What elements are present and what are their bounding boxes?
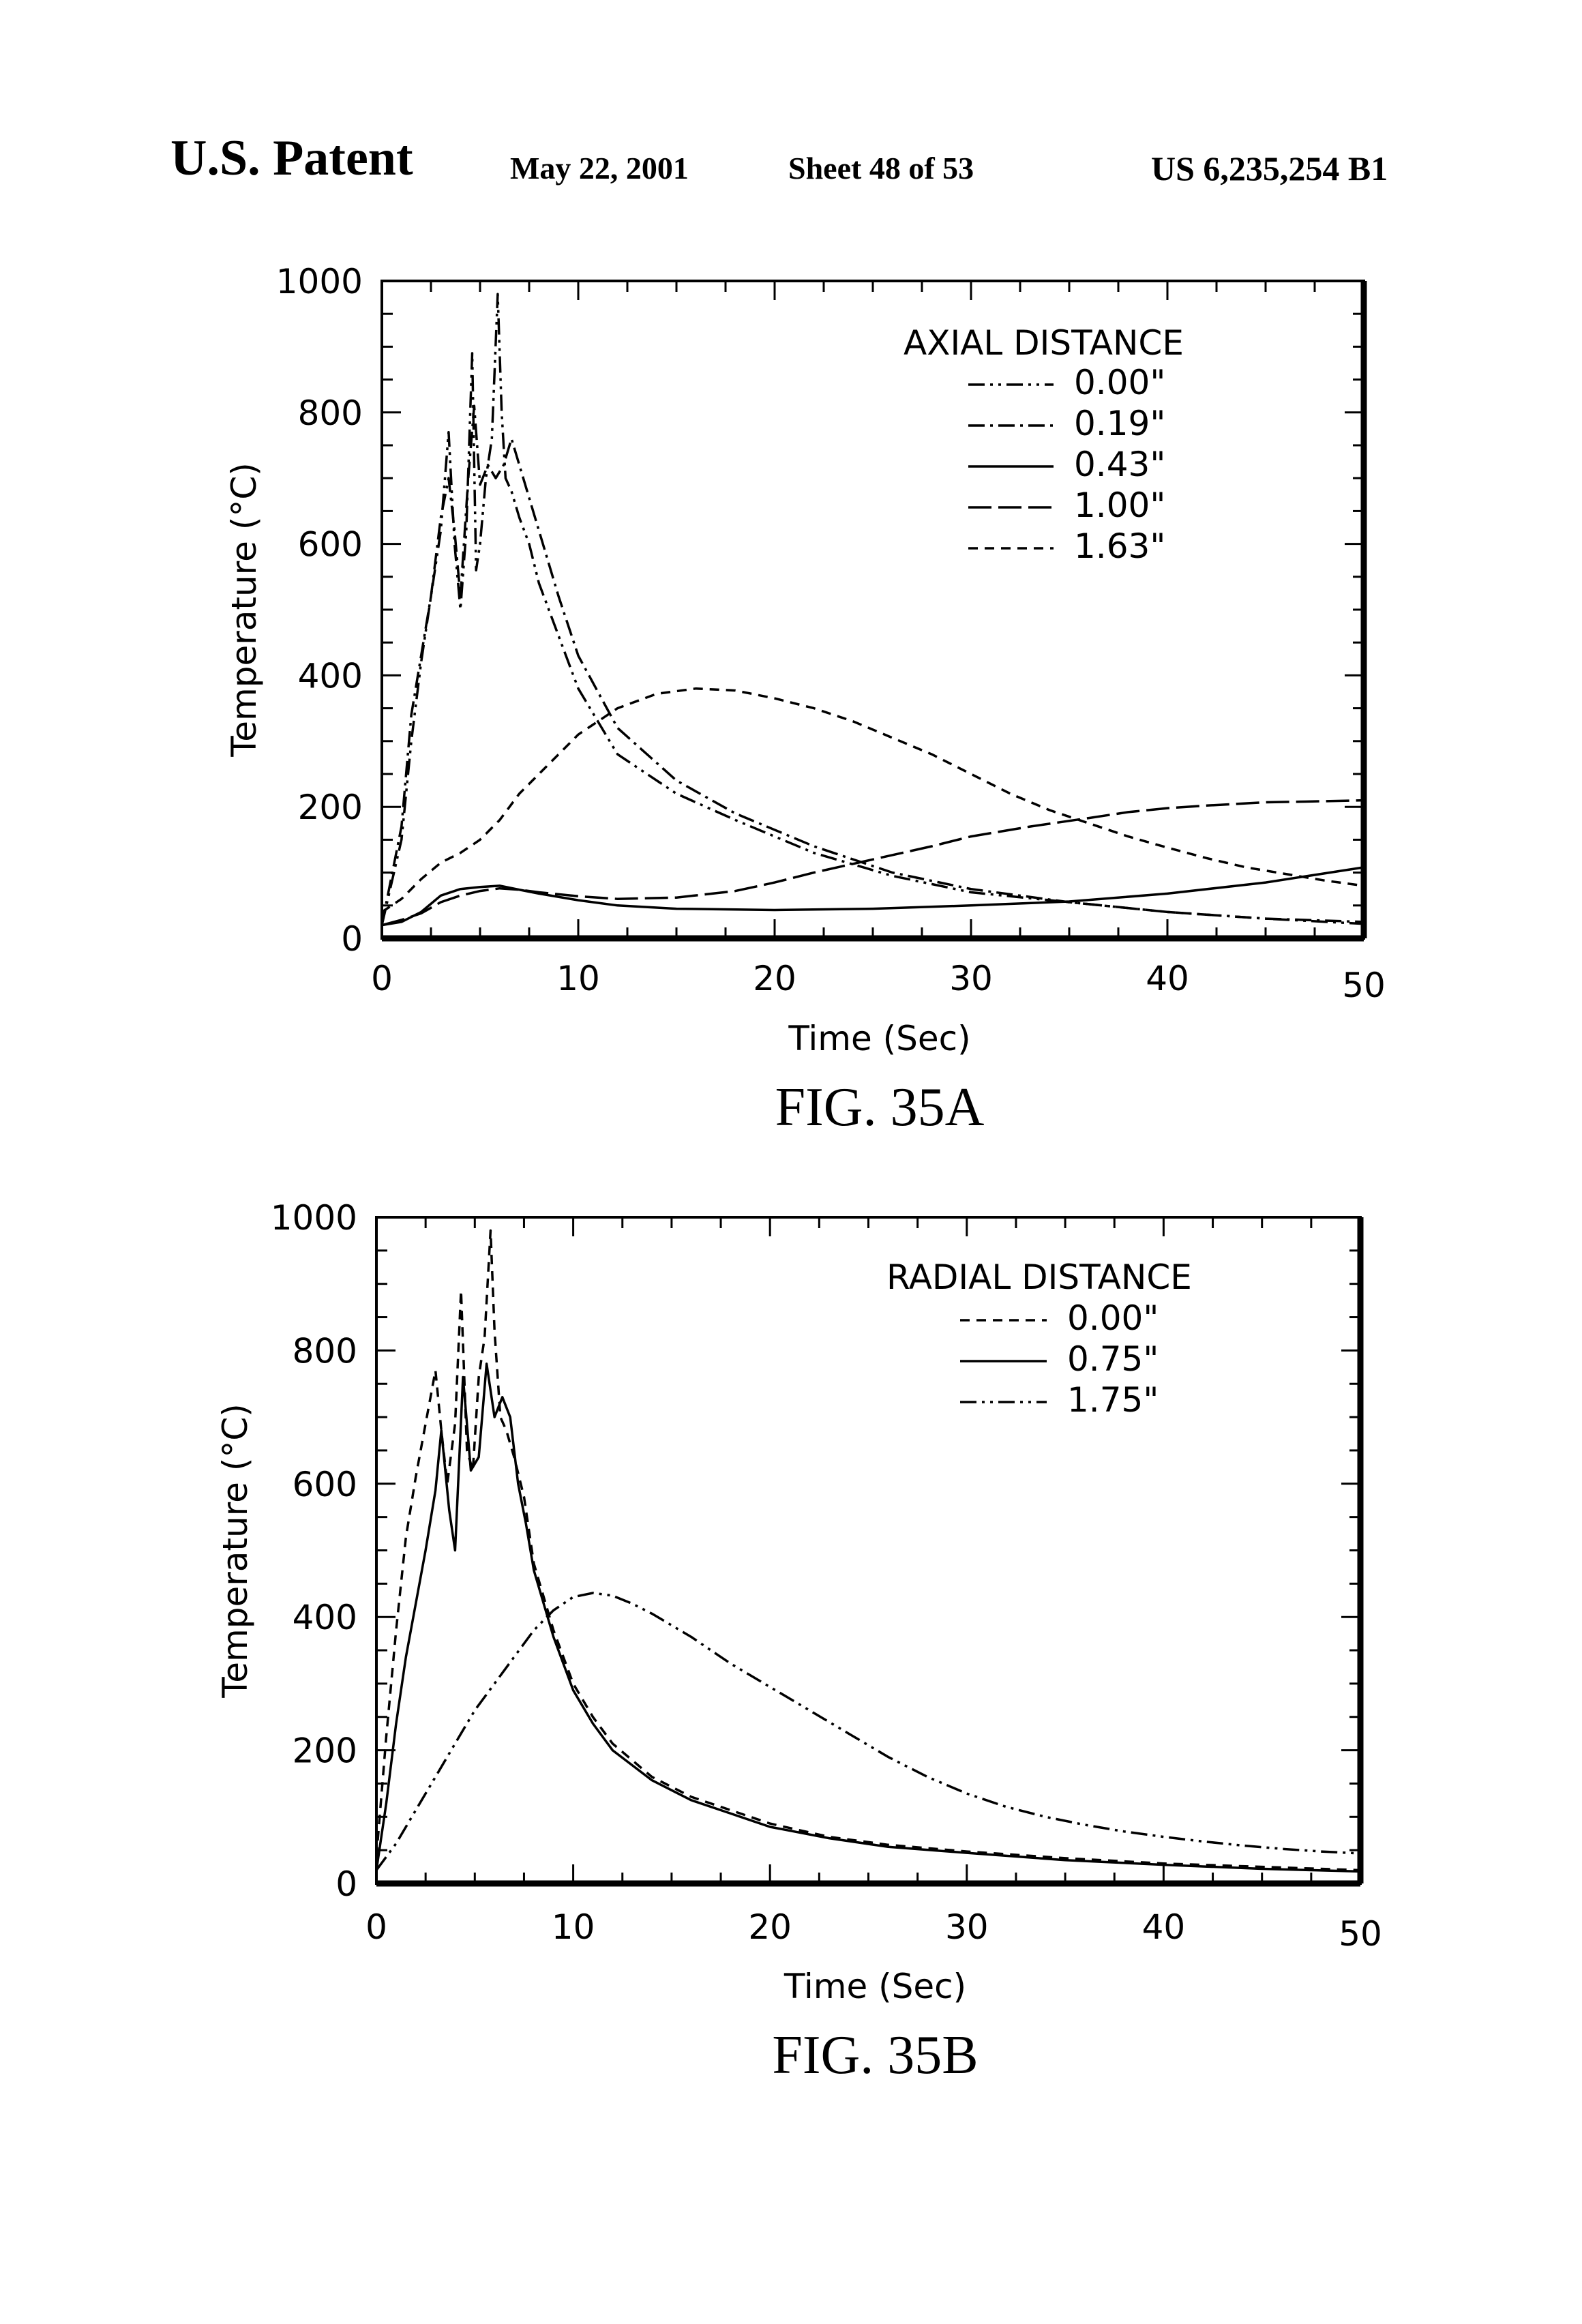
- y-tick-label: 1000: [276, 262, 363, 301]
- series-line-2: [376, 1364, 1360, 1871]
- legend: RADIAL DISTANCE0.00"0.75"1.75": [886, 1257, 1192, 1420]
- y-axis-label: Temperature (°C): [215, 1403, 255, 1699]
- series-line-1: [376, 1231, 1360, 1871]
- legend-entry: 0.19": [1074, 404, 1165, 443]
- legend-entry: 0.00": [1074, 363, 1165, 402]
- y-tick-label: 200: [298, 788, 363, 827]
- chart-2: 0 10 20 30 40 50 0 200 400 600 800 1000 Time (Sec) Te…: [215, 1198, 1382, 2085]
- series-line-3: [376, 1593, 1360, 1871]
- legend-entry: 0.43": [1074, 445, 1165, 484]
- legend: AXIAL DISTANCE0.00"0.19"0.43"1.00"1.63": [904, 323, 1184, 566]
- y-axis-label: Temperature (°C): [224, 462, 264, 758]
- y-tick-label: 600: [293, 1465, 357, 1504]
- plot-frame: [382, 281, 1364, 938]
- chart-1: 0 10 20 30 40 50 0 200 400 600 800 1000 Time (Sec) Te…: [224, 262, 1386, 1137]
- legend-entry: 1.00": [1074, 486, 1165, 525]
- y-tick-label: 0: [341, 919, 363, 959]
- series-line-1: [382, 294, 1364, 925]
- series-line-4: [382, 801, 1364, 925]
- x-tick-label: 30: [949, 959, 993, 998]
- x-tick-label: 30: [945, 1907, 989, 1947]
- legend-entry: 1.63": [1074, 526, 1165, 566]
- x-tick-label: 40: [1146, 959, 1189, 998]
- series-line-5: [382, 689, 1364, 912]
- x-tick-label: 40: [1142, 1907, 1186, 1947]
- x-tick-label: 50: [1342, 966, 1386, 1005]
- figure-label: FIG. 35B: [772, 2025, 978, 2085]
- series-line-2: [382, 406, 1364, 925]
- legend-title: AXIAL DISTANCE: [904, 323, 1184, 363]
- legend-entry: 1.75": [1067, 1380, 1159, 1420]
- y-tick-label: 600: [298, 525, 363, 565]
- legend-entry: 0.00": [1067, 1298, 1159, 1338]
- x-axis-label: Time (Sec): [788, 1019, 970, 1058]
- x-tick-label: 0: [371, 959, 393, 998]
- plot-frame: [376, 1217, 1360, 1883]
- x-tick-label: 20: [753, 959, 796, 998]
- y-tick-label: 0: [335, 1864, 357, 1904]
- x-tick-label: 0: [365, 1907, 387, 1947]
- x-tick-label: 10: [556, 959, 600, 998]
- x-tick-label: 50: [1339, 1914, 1382, 1954]
- figure-label: FIG. 35A: [775, 1077, 985, 1137]
- legend-entry: 0.75": [1067, 1339, 1159, 1379]
- y-tick-label: 1000: [271, 1198, 357, 1238]
- legend-title: RADIAL DISTANCE: [886, 1257, 1192, 1297]
- y-tick-label: 400: [298, 656, 363, 696]
- y-tick-label: 200: [293, 1731, 357, 1771]
- x-tick-label: 10: [552, 1907, 595, 1947]
- y-tick-label: 800: [298, 393, 363, 433]
- x-axis-label: Time (Sec): [783, 1967, 966, 2006]
- y-tick-label: 800: [293, 1331, 357, 1371]
- x-tick-label: 20: [748, 1907, 792, 1947]
- y-tick-label: 400: [293, 1598, 357, 1637]
